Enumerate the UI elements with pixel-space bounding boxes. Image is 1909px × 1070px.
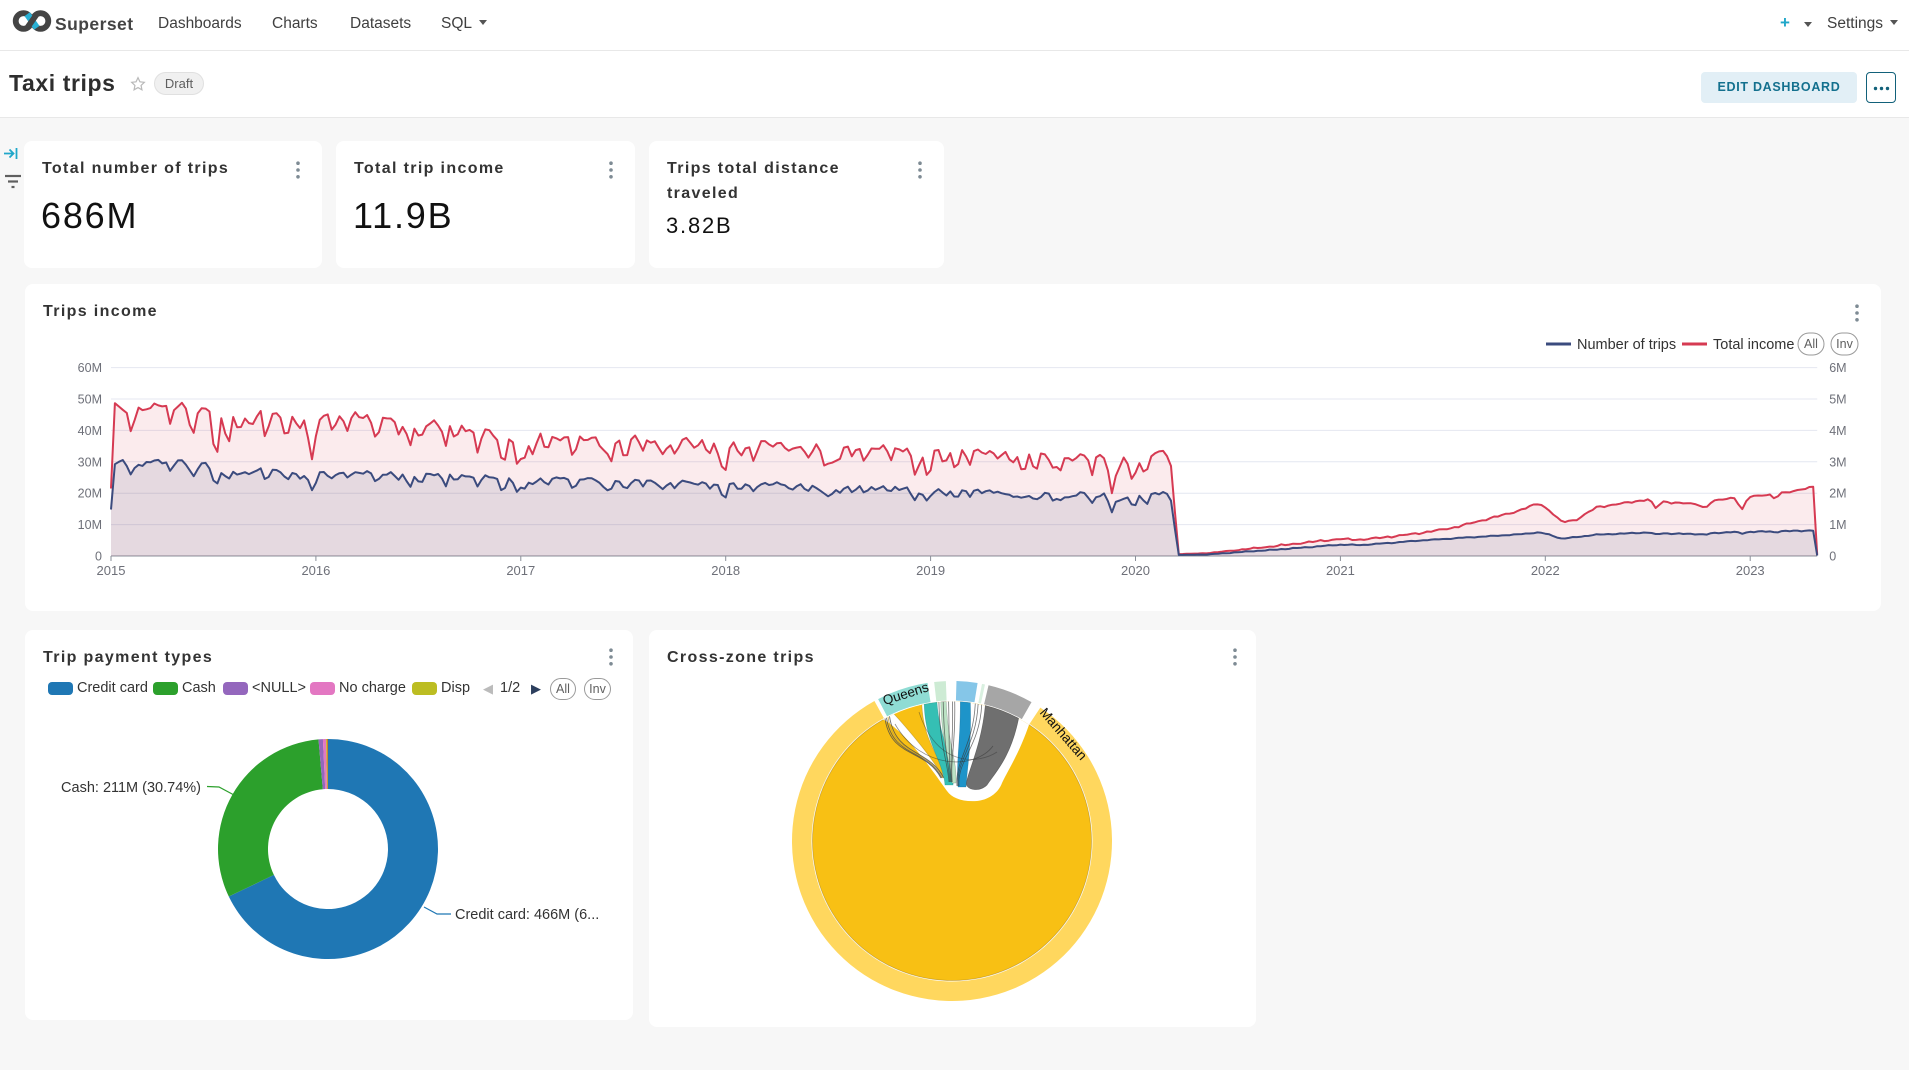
svg-text:30M: 30M xyxy=(78,455,102,469)
svg-text:2022: 2022 xyxy=(1531,563,1560,578)
svg-text:2020: 2020 xyxy=(1121,563,1150,578)
svg-text:2M: 2M xyxy=(1829,487,1846,501)
svg-text:50M: 50M xyxy=(78,393,102,407)
svg-text:2021: 2021 xyxy=(1326,563,1355,578)
svg-text:2017: 2017 xyxy=(506,563,535,578)
svg-text:All: All xyxy=(1804,337,1818,351)
svg-text:2016: 2016 xyxy=(301,563,330,578)
svg-text:20M: 20M xyxy=(78,487,102,501)
svg-text:0: 0 xyxy=(95,550,102,564)
svg-text:2018: 2018 xyxy=(711,563,740,578)
svg-text:3M: 3M xyxy=(1829,455,1846,469)
svg-text:5M: 5M xyxy=(1829,393,1846,407)
svg-text:1M: 1M xyxy=(1829,518,1846,532)
svg-text:0: 0 xyxy=(1829,550,1836,564)
svg-text:6M: 6M xyxy=(1829,361,1846,375)
svg-text:2015: 2015 xyxy=(97,563,126,578)
svg-text:40M: 40M xyxy=(78,424,102,438)
svg-text:Total income: Total income xyxy=(1713,337,1794,353)
svg-text:10M: 10M xyxy=(78,518,102,532)
svg-text:Number of trips: Number of trips xyxy=(1577,337,1676,353)
svg-text:Credit card: 466M (6...: Credit card: 466M (6... xyxy=(455,907,599,923)
svg-text:Inv: Inv xyxy=(1836,337,1853,351)
svg-text:2019: 2019 xyxy=(916,563,945,578)
svg-text:2023: 2023 xyxy=(1736,563,1765,578)
svg-text:60M: 60M xyxy=(78,361,102,375)
svg-text:Cash: 211M (30.74%): Cash: 211M (30.74%) xyxy=(61,780,201,796)
svg-text:4M: 4M xyxy=(1829,424,1846,438)
